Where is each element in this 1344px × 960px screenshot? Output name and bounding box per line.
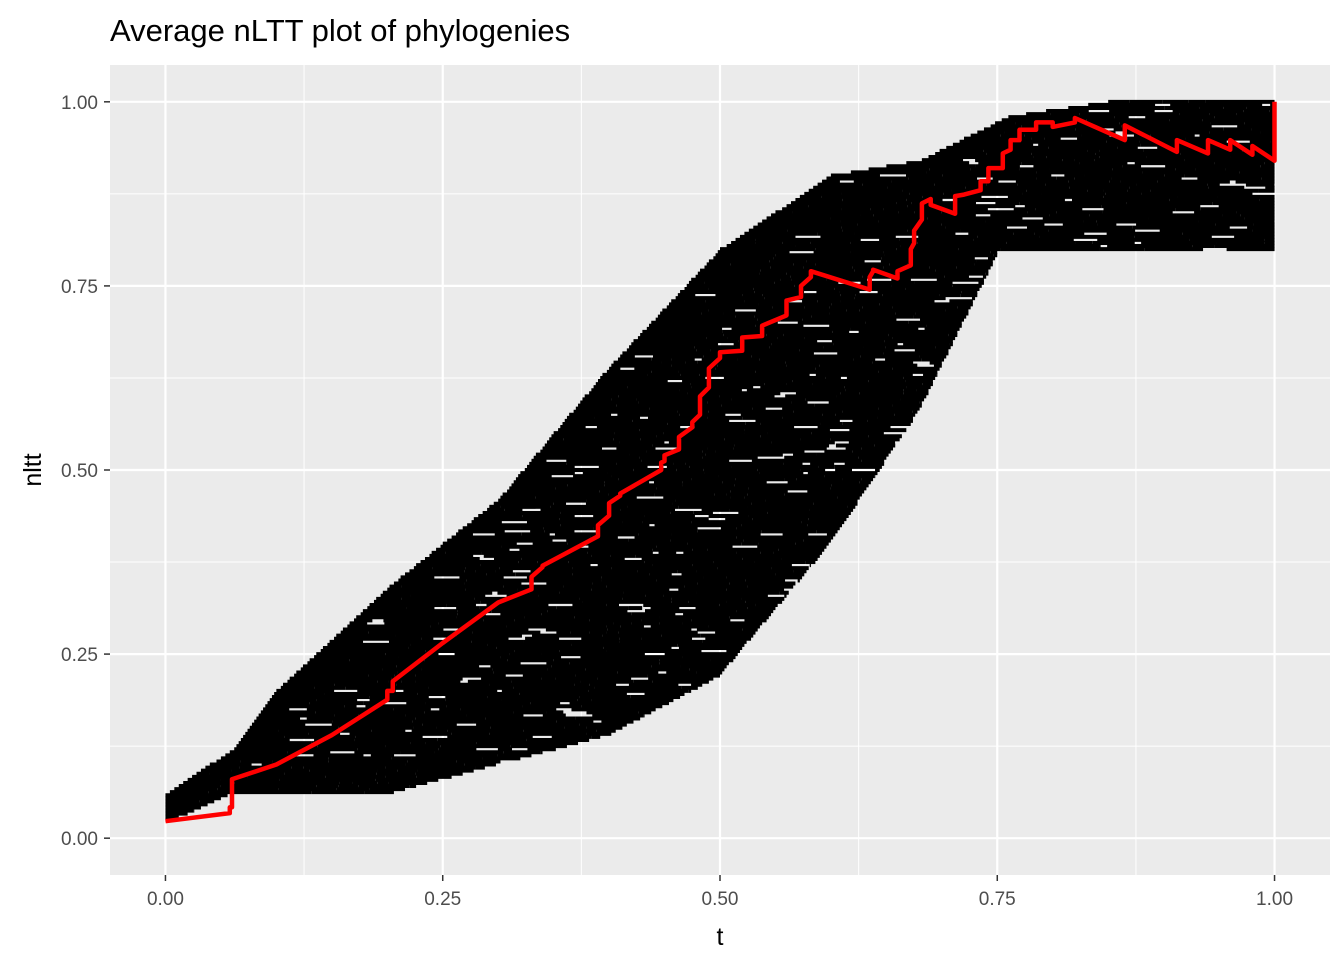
chart-title: Average nLTT plot of phylogenies	[110, 13, 570, 48]
y-tick-label: 0.00	[61, 829, 98, 850]
x-tick-label: 0.25	[424, 889, 461, 910]
average-nltt-line	[165, 101, 1277, 824]
y-axis-title: nltt	[19, 453, 47, 486]
x-tick-label: 1.00	[1256, 889, 1293, 910]
x-tick-label: 0.75	[979, 889, 1016, 910]
y-axis-ticks: 0.00 0.25 0.50 0.75 1.00	[61, 93, 110, 850]
y-tick-label: 0.50	[61, 461, 98, 482]
average-line-group	[165, 101, 1277, 824]
y-tick-label: 0.25	[61, 645, 98, 666]
x-tick-label: 0.00	[147, 889, 184, 910]
phylogeny-points	[165, 99, 1275, 822]
y-tick-label: 1.00	[61, 93, 98, 114]
y-tick-label: 0.75	[61, 277, 98, 298]
x-tick-label: 0.50	[702, 889, 739, 910]
x-axis-ticks: 0.00 0.25 0.50 0.75 1.00	[147, 875, 1293, 910]
x-axis-title: t	[717, 923, 724, 951]
